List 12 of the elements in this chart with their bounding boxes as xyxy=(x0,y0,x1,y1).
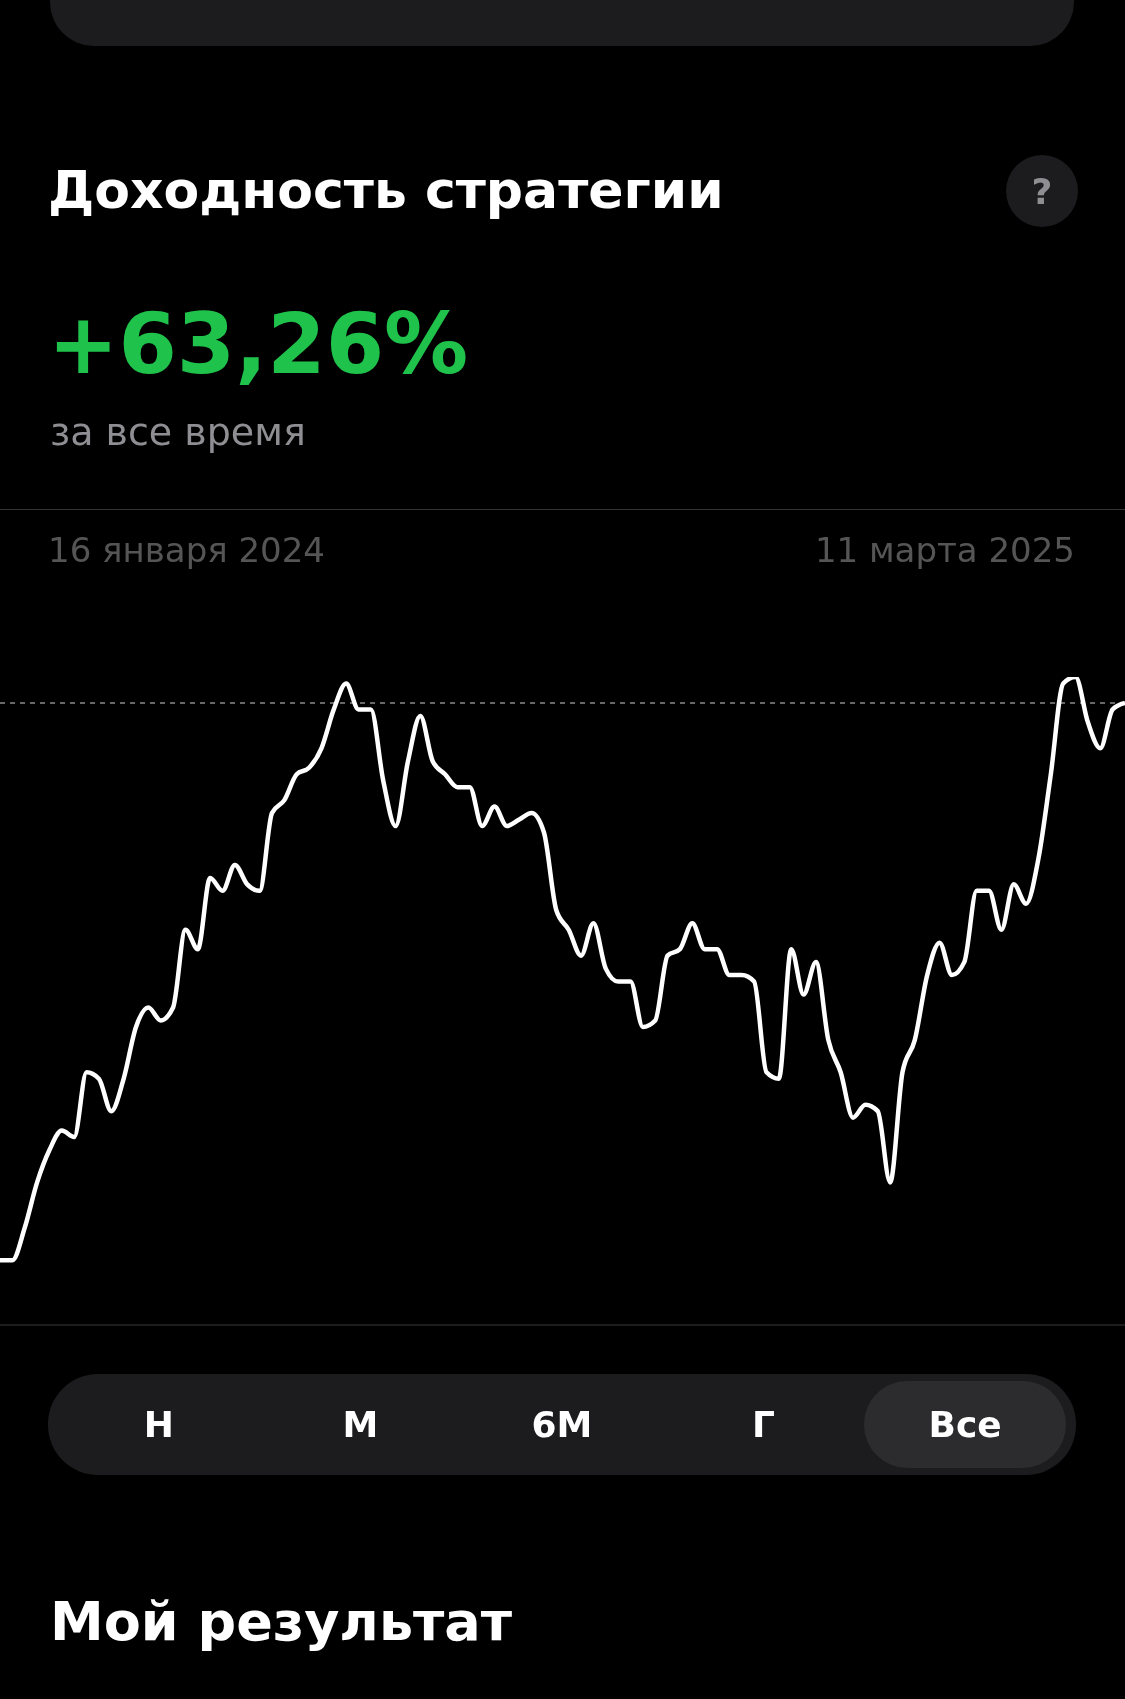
text: 11 марта 2025 xyxy=(814,530,1075,570)
text: ? xyxy=(1006,155,1078,227)
chart-subtitle: +63,26% xyxy=(48,295,469,393)
text: М xyxy=(341,1403,380,1447)
text: Мой результат xyxy=(50,1590,513,1653)
text: Все xyxy=(864,1381,1066,1468)
text: Г xyxy=(751,1403,777,1447)
chart-title: Доходность стратегии xyxy=(48,160,724,220)
text: за все время xyxy=(50,410,306,454)
text: 16 января 2024 xyxy=(48,530,325,570)
text: 6М xyxy=(530,1403,594,1447)
text: Н xyxy=(142,1403,175,1447)
